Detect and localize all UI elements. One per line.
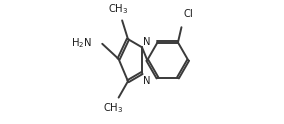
Text: Cl: Cl: [183, 9, 193, 19]
Text: CH$_3$: CH$_3$: [103, 102, 124, 115]
Text: CH$_3$: CH$_3$: [108, 2, 128, 16]
Text: N: N: [143, 76, 150, 86]
Text: H$_2$N: H$_2$N: [71, 36, 92, 50]
Text: N: N: [143, 37, 150, 47]
